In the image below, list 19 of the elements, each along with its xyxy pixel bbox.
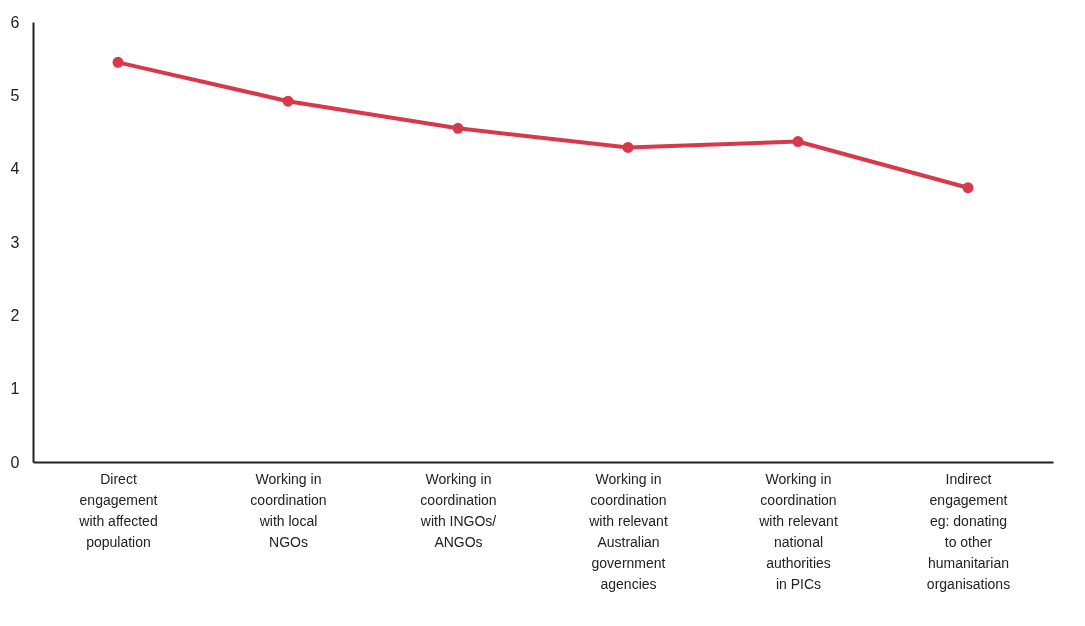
point (792, 136, 804, 147)
point (622, 141, 634, 153)
point (452, 122, 464, 134)
y-tick-label: 5 (10, 86, 20, 104)
y-tick-label: 6 (10, 13, 20, 31)
y-tick-label: 2 (10, 306, 20, 324)
x-tick-label: Working in coordination with relevant Australian government agencies (588, 470, 668, 592)
x-tick-label: Working in coordination with local NGOs (250, 470, 327, 550)
y-tick-label: 1 (10, 380, 20, 398)
y-tick-label: 3 (10, 233, 20, 251)
point (282, 95, 294, 107)
point (112, 56, 124, 68)
point (962, 182, 974, 194)
x-tick-label: Direct engagement with affected population (78, 470, 158, 550)
y-tick-label: 0 (10, 453, 20, 471)
x-tick-label: Working in coordination with INGOs/ ANGOs (419, 470, 497, 550)
x-tick-label: Indirect engagement eg: donating to other humanitarian organisations (926, 470, 1011, 592)
y-tick-label: 4 (10, 160, 20, 178)
x-tick-label: Working in coordination with relevant national authorities in PICs (758, 470, 838, 592)
